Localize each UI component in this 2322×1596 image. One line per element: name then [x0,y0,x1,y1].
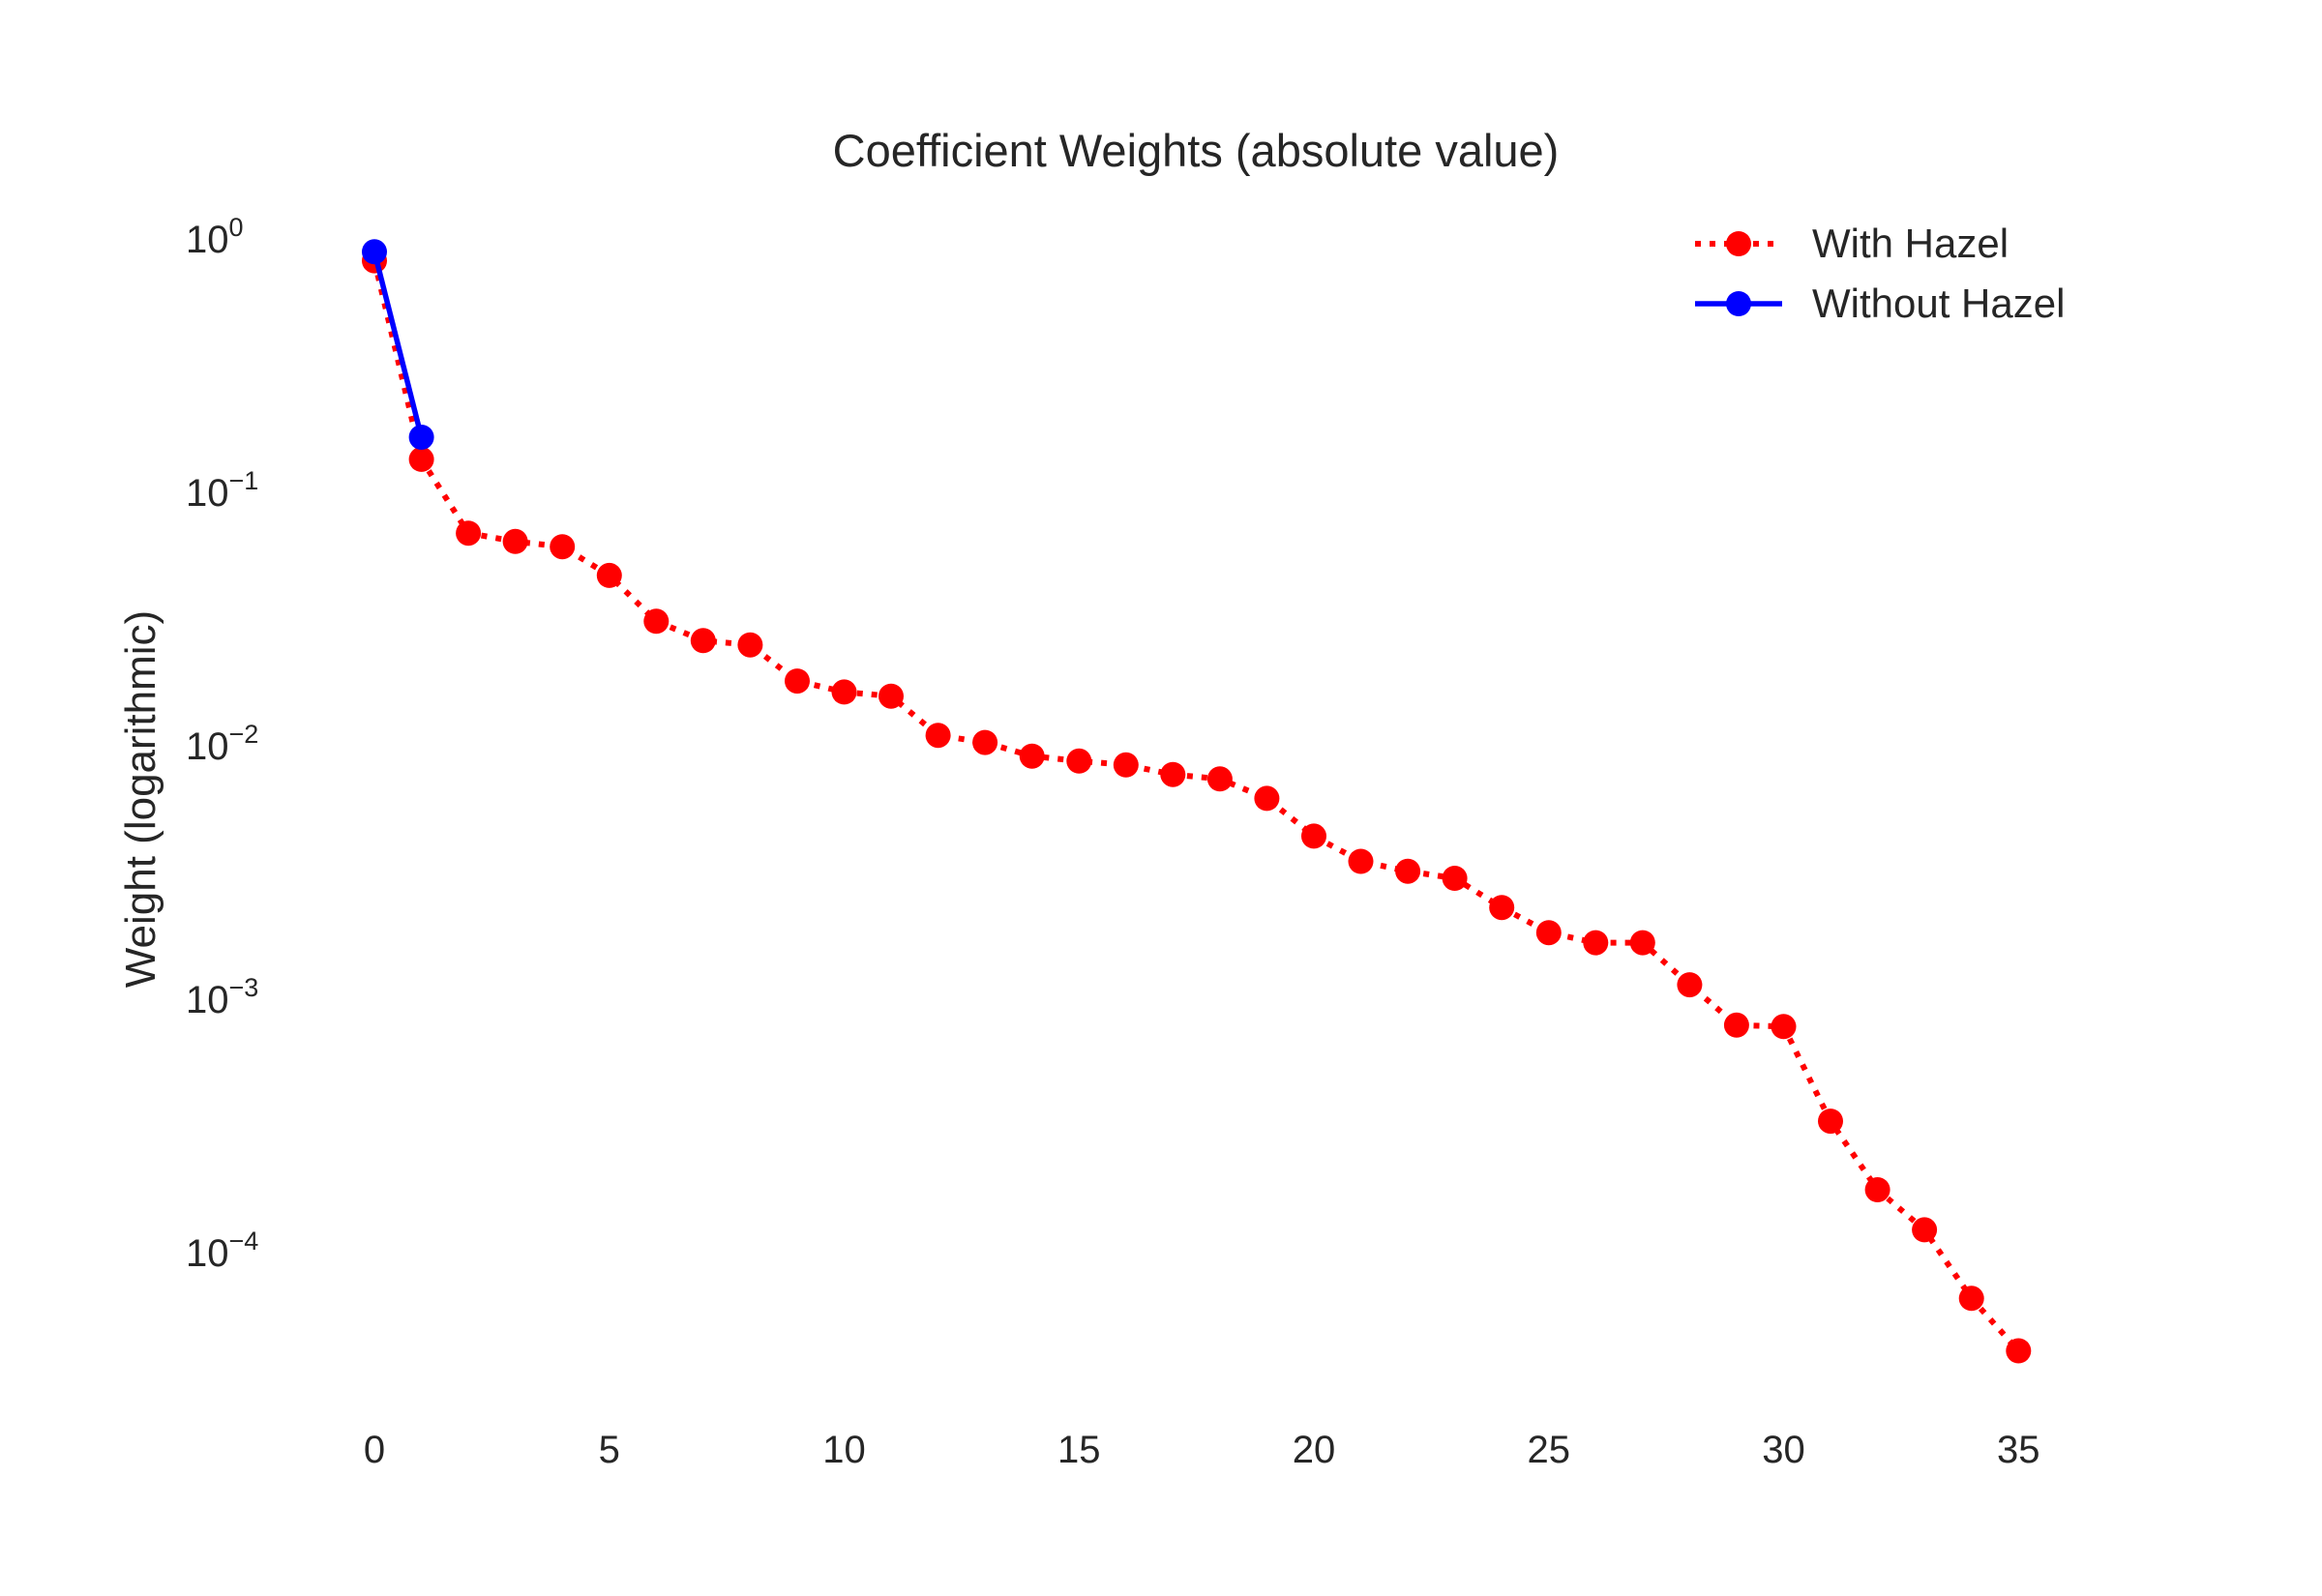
data-point-with-hazel [1864,1177,1890,1202]
x-tick-label: 15 [1057,1429,1101,1471]
y-tick-label: 10−3 [186,973,258,1021]
y-tick-base: 10 [186,725,229,768]
data-point-with-hazel [1771,1014,1797,1040]
x-tick-label: 5 [599,1429,620,1471]
y-tick-exponent: 0 [229,213,244,242]
data-point-with-hazel [2006,1338,2032,1364]
data-point-with-hazel [1583,930,1609,956]
legend-label-with-hazel: With Hazel [1812,221,2009,266]
data-point-with-hazel [408,446,434,472]
legend-label-without-hazel: Without Hazel [1812,281,2065,326]
legend: With Hazel Without Hazel [1695,221,2065,326]
data-point-with-hazel [690,628,716,654]
data-point-with-hazel [1489,895,1515,921]
data-point-with-hazel [1254,785,1280,812]
data-point-with-hazel [643,608,670,635]
x-tick-label: 30 [1762,1429,1805,1471]
data-point-with-hazel [925,723,951,749]
y-tick-label: 10−4 [186,1227,258,1275]
data-point-with-hazel [972,729,998,755]
y-tick-base: 10 [186,1232,229,1275]
data-point-with-hazel [1113,752,1139,778]
y-axis-label: Weight (logarithmic) [117,610,164,988]
data-point-with-hazel [1723,1012,1749,1038]
data-point-with-hazel [737,632,763,658]
y-tick-base: 10 [186,219,229,261]
data-point-with-hazel [456,520,482,547]
data-point-with-hazel [1535,920,1562,946]
data-point-with-hazel [878,683,904,709]
data-point-without-hazel [362,239,387,265]
data-point-with-hazel [1348,848,1374,874]
data-point-with-hazel [831,679,857,705]
y-tick-label: 100 [186,213,244,261]
data-point-with-hazel [1301,823,1326,849]
data-point-with-hazel [1958,1286,1984,1312]
y-tick-exponent: −3 [229,973,259,1002]
legend-marker-without-hazel [1726,291,1751,316]
data-point-with-hazel [596,562,622,588]
chart-title: Coefficient Weights (absolute value) [833,125,1560,176]
data-point-with-hazel [785,668,810,695]
data-point-with-hazel [1442,866,1468,891]
data-point-with-hazel [1066,748,1092,774]
data-point-without-hazel [408,425,434,450]
data-point-with-hazel [1019,743,1045,769]
data-point-with-hazel [1395,858,1421,884]
x-tick-label: 0 [364,1429,385,1471]
plot-area [362,239,2032,1364]
x-tick-label: 20 [1293,1429,1336,1471]
data-point-with-hazel [1160,761,1186,787]
data-point-with-hazel [550,534,576,560]
data-point-with-hazel [502,528,528,554]
y-tick-base: 10 [186,472,229,515]
x-tick-label: 25 [1528,1429,1571,1471]
x-tick-labels: 0 5 10 15 20 25 30 35 [364,1429,2040,1471]
legend-marker-with-hazel [1726,231,1751,256]
y-tick-label: 10−2 [186,720,258,768]
y-tick-exponent: −2 [229,720,259,749]
y-tick-label: 10−1 [186,466,258,515]
x-tick-label: 35 [1997,1429,2040,1471]
y-tick-base: 10 [186,979,229,1021]
data-point-with-hazel [1677,972,1703,998]
data-point-with-hazel [1912,1217,1938,1243]
data-point-with-hazel [1818,1108,1843,1135]
y-tick-exponent: −4 [229,1227,259,1256]
y-tick-exponent: −1 [229,466,259,495]
series-line-without-hazel [372,251,425,438]
series-line-with-hazel [372,259,2021,1353]
data-point-with-hazel [1629,930,1655,956]
data-point-with-hazel [1206,766,1233,792]
x-tick-label: 10 [822,1429,866,1471]
